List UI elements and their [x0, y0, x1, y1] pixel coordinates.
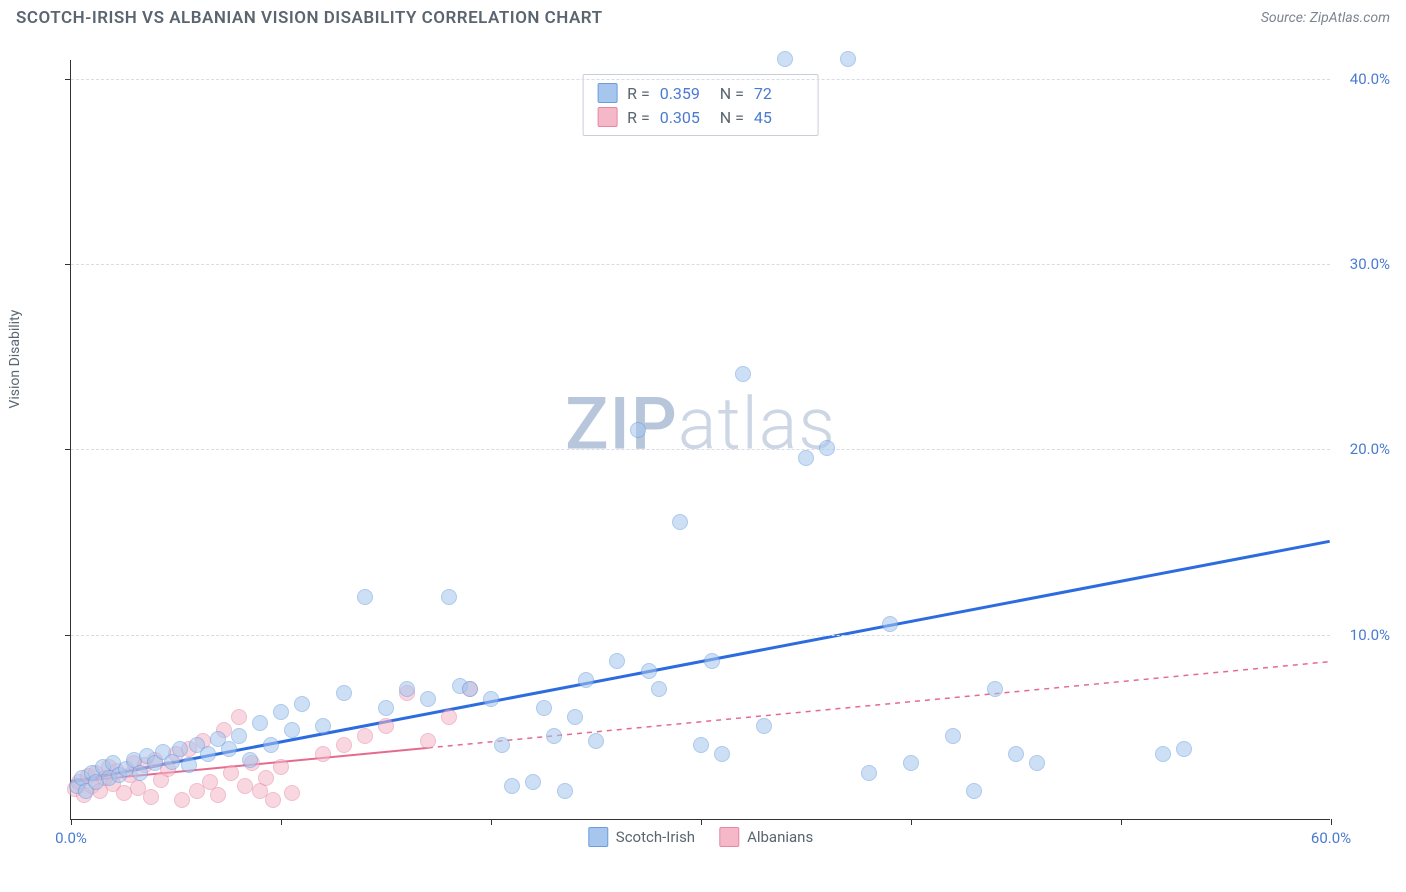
data-point-scotch-irish [441, 589, 457, 605]
data-point-scotch-irish [861, 765, 877, 781]
data-point-scotch-irish [252, 715, 268, 731]
data-point-scotch-irish [536, 700, 552, 716]
data-point-scotch-irish [315, 718, 331, 734]
data-point-scotch-irish [200, 746, 216, 762]
data-point-scotch-irish [735, 366, 751, 382]
data-point-scotch-irish [420, 691, 436, 707]
data-point-albanians [265, 792, 281, 808]
data-point-scotch-irish [987, 681, 1003, 697]
swatch-albanians [597, 107, 617, 127]
data-point-scotch-irish [567, 709, 583, 725]
legend-item-albanians: Albanians [719, 827, 813, 847]
legend-row-scotch-irish: R = 0.359 N = 72 [597, 81, 804, 105]
swatch-scotch-irish [588, 827, 608, 847]
y-tick-label: 10.0% [1350, 626, 1390, 644]
gridline [71, 635, 1330, 636]
data-point-scotch-irish [399, 681, 415, 697]
data-point-albanians [441, 709, 457, 725]
data-point-albanians [357, 728, 373, 744]
data-point-scotch-irish [1155, 746, 1171, 762]
data-point-scotch-irish [588, 733, 604, 749]
data-point-scotch-irish [609, 653, 625, 669]
data-point-scotch-irish [651, 681, 667, 697]
gridline [71, 79, 1330, 80]
data-point-scotch-irish [546, 728, 562, 744]
data-point-albanians [315, 746, 331, 762]
swatch-albanians [719, 827, 739, 847]
data-point-scotch-irish [294, 696, 310, 712]
data-point-scotch-irish [672, 514, 688, 530]
swatch-scotch-irish [597, 83, 617, 103]
data-point-scotch-irish [378, 700, 394, 716]
data-point-scotch-irish [840, 51, 856, 67]
data-point-scotch-irish [462, 681, 478, 697]
data-point-scotch-irish [777, 51, 793, 67]
data-point-albanians [223, 765, 239, 781]
y-axis-label: Vision Disability [7, 310, 23, 409]
data-point-scotch-irish [693, 737, 709, 753]
x-tick-label: 60.0% [1311, 829, 1351, 847]
data-point-scotch-irish [483, 691, 499, 707]
data-point-scotch-irish [966, 783, 982, 799]
data-point-albanians [237, 778, 253, 794]
data-point-scotch-irish [231, 728, 247, 744]
data-point-scotch-irish [714, 746, 730, 762]
data-point-scotch-irish [221, 741, 237, 757]
data-point-scotch-irish [357, 589, 373, 605]
data-point-albanians [231, 709, 247, 725]
data-point-scotch-irish [578, 672, 594, 688]
data-point-albanians [273, 759, 289, 775]
data-point-albanians [116, 785, 132, 801]
data-point-albanians [284, 785, 300, 801]
data-point-scotch-irish [945, 728, 961, 744]
data-point-scotch-irish [525, 774, 541, 790]
data-point-scotch-irish [882, 616, 898, 632]
y-tick-label: 40.0% [1350, 70, 1390, 88]
data-point-albanians [258, 770, 274, 786]
data-point-scotch-irish [557, 783, 573, 799]
legend-row-albanians: R = 0.305 N = 45 [597, 105, 804, 129]
data-point-scotch-irish [903, 755, 919, 771]
data-point-scotch-irish [181, 757, 197, 773]
data-point-scotch-irish [504, 778, 520, 794]
data-point-albanians [420, 733, 436, 749]
y-tick-label: 20.0% [1350, 440, 1390, 458]
data-point-scotch-irish [641, 663, 657, 679]
trend-lines-svg [71, 60, 1330, 819]
plot-area: ZIPatlas R = 0.359 N = 72 R = 0.305 N = … [70, 60, 1330, 820]
data-point-albanians [378, 718, 394, 734]
data-point-albanians [336, 737, 352, 753]
data-point-scotch-irish [494, 737, 510, 753]
data-point-scotch-irish [630, 422, 646, 438]
data-point-scotch-irish [1029, 755, 1045, 771]
legend-item-scotch-irish: Scotch-Irish [588, 827, 695, 847]
data-point-scotch-irish [704, 653, 720, 669]
correlation-legend: R = 0.359 N = 72 R = 0.305 N = 45 [582, 74, 819, 136]
gridline [71, 449, 1330, 450]
data-point-scotch-irish [336, 685, 352, 701]
data-point-scotch-irish [273, 704, 289, 720]
data-point-albanians [174, 792, 190, 808]
series-legend: Scotch-Irish Albanians [588, 827, 813, 847]
watermark: ZIPatlas [565, 382, 836, 467]
data-point-scotch-irish [263, 737, 279, 753]
data-point-scotch-irish [756, 718, 772, 734]
data-point-albanians [210, 787, 226, 803]
source-label: Source: ZipAtlas.com [1261, 10, 1390, 26]
data-point-scotch-irish [172, 741, 188, 757]
data-point-scotch-irish [819, 440, 835, 456]
data-point-albanians [143, 789, 159, 805]
plot-container: Vision Disability ZIPatlas R = 0.359 N =… [40, 50, 1390, 850]
data-point-scotch-irish [242, 752, 258, 768]
y-tick-label: 30.0% [1350, 255, 1390, 273]
data-point-scotch-irish [284, 722, 300, 738]
data-point-scotch-irish [1008, 746, 1024, 762]
chart-title: SCOTCH-IRISH VS ALBANIAN VISION DISABILI… [16, 8, 603, 28]
x-tick-label: 0.0% [55, 829, 87, 847]
data-point-scotch-irish [132, 765, 148, 781]
data-point-scotch-irish [798, 450, 814, 466]
gridline [71, 264, 1330, 265]
data-point-scotch-irish [1176, 741, 1192, 757]
